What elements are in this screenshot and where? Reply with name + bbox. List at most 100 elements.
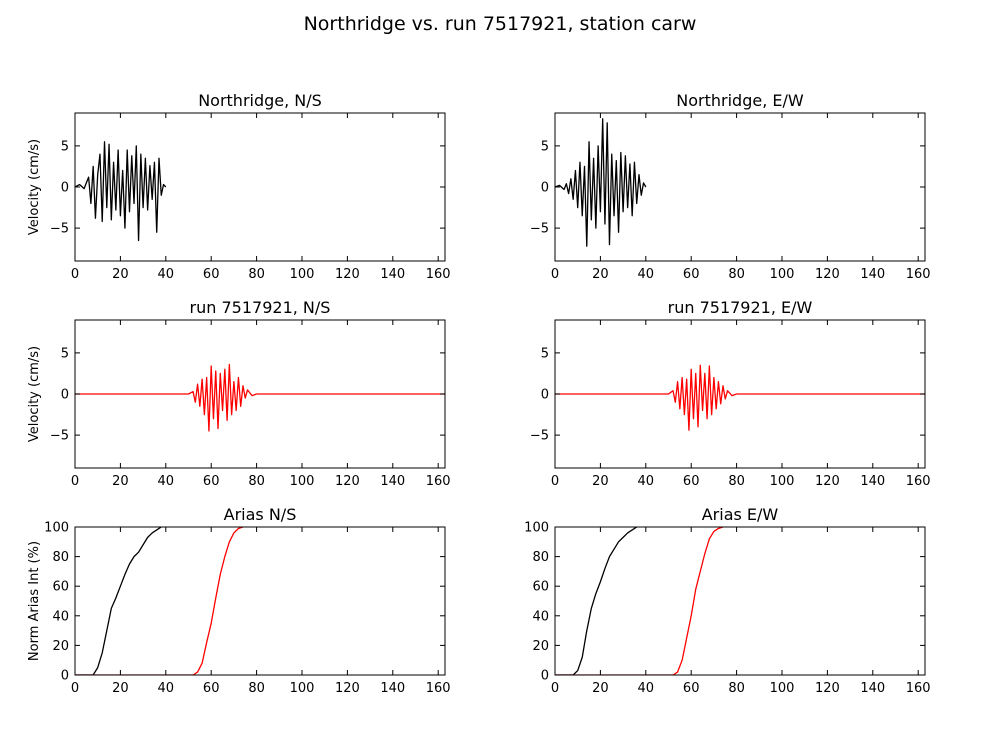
x-tick-label: 40 bbox=[158, 681, 175, 696]
y-tick-label: 5 bbox=[61, 346, 69, 361]
series-line-arias_ew-0 bbox=[555, 527, 638, 675]
x-tick-label: 60 bbox=[203, 474, 220, 489]
x-tick-label: 20 bbox=[592, 681, 609, 696]
subplot-vel_obs_ew: 0 20 40 60 80 100 120 140 160 −5 0 5 Northridge, E/W bbox=[530, 91, 931, 282]
y-tick-label: −5 bbox=[50, 429, 69, 444]
x-tick-label: 120 bbox=[815, 474, 840, 489]
x-tick-label: 80 bbox=[728, 681, 745, 696]
x-tick-label: 0 bbox=[71, 267, 79, 282]
y-tick-label: 60 bbox=[532, 580, 549, 595]
x-tick-label: 20 bbox=[592, 474, 609, 489]
subplot-title: Northridge, E/W bbox=[676, 91, 804, 110]
series-line-vel_obs_ew-0 bbox=[555, 118, 647, 247]
x-tick-label: 160 bbox=[426, 474, 451, 489]
y-tick-label: 60 bbox=[52, 580, 69, 595]
y-tick-label: −5 bbox=[50, 222, 69, 237]
y-tick-label: 0 bbox=[541, 181, 549, 196]
x-tick-label: 40 bbox=[638, 267, 655, 282]
x-tick-label: 100 bbox=[770, 681, 795, 696]
subplot-title: Arias E/W bbox=[702, 505, 779, 524]
y-tick-label: 0 bbox=[541, 669, 549, 684]
x-tick-label: 120 bbox=[335, 267, 360, 282]
y-axis-label: Velocity (cm/s) bbox=[27, 346, 42, 442]
y-tick-label: −5 bbox=[530, 429, 549, 444]
x-tick-label: 140 bbox=[860, 681, 885, 696]
x-tick-label: 20 bbox=[112, 267, 129, 282]
y-tick-label: 5 bbox=[541, 139, 549, 154]
figure-suptitle: Northridge vs. run 7517921, station carw bbox=[304, 13, 697, 35]
y-tick-label: 40 bbox=[532, 609, 549, 624]
axes-frame bbox=[554, 526, 926, 676]
x-tick-label: 20 bbox=[112, 681, 129, 696]
x-tick-label: 160 bbox=[906, 474, 931, 489]
x-tick-label: 100 bbox=[290, 267, 315, 282]
subplot-arias_ew: 0 20 40 60 80 100 120 140 160 0 20 40 60 80 100 Arias E… bbox=[524, 505, 930, 696]
y-tick-label: 5 bbox=[541, 346, 549, 361]
x-tick-label: 20 bbox=[592, 267, 609, 282]
x-tick-label: 40 bbox=[158, 474, 175, 489]
x-tick-label: 140 bbox=[380, 267, 405, 282]
x-tick-label: 140 bbox=[860, 474, 885, 489]
series-line-arias_ew-1 bbox=[555, 527, 724, 675]
y-tick-label: 0 bbox=[541, 388, 549, 403]
y-axis-label: Norm Arias Int (%) bbox=[27, 541, 42, 661]
x-tick-label: 140 bbox=[860, 267, 885, 282]
x-tick-label: 60 bbox=[683, 681, 700, 696]
axes-frame bbox=[74, 526, 446, 676]
subplot-arias_ns: 0 20 40 60 80 100 120 140 160 0 20 40 60 80 100 Arias N… bbox=[27, 505, 451, 696]
x-tick-label: 80 bbox=[728, 267, 745, 282]
x-tick-label: 120 bbox=[815, 267, 840, 282]
y-axis-label: Velocity (cm/s) bbox=[27, 139, 42, 235]
y-tick-label: 40 bbox=[52, 609, 69, 624]
y-tick-label: −5 bbox=[530, 222, 549, 237]
subplot-vel_sim_ew: 0 20 40 60 80 100 120 140 160 −5 0 5 run 7517921, E/… bbox=[530, 298, 931, 489]
x-tick-label: 160 bbox=[906, 681, 931, 696]
y-tick-label: 20 bbox=[532, 639, 549, 654]
x-tick-label: 40 bbox=[158, 267, 175, 282]
subplot-vel_sim_ns: 0 20 40 60 80 100 120 140 160 −5 0 5 run 7517921, N/… bbox=[27, 298, 451, 489]
subplot-title: Northridge, N/S bbox=[198, 91, 322, 110]
x-tick-label: 100 bbox=[290, 681, 315, 696]
x-tick-label: 80 bbox=[248, 267, 265, 282]
subplot-title: Arias N/S bbox=[224, 505, 297, 524]
x-tick-label: 60 bbox=[683, 474, 700, 489]
x-tick-label: 0 bbox=[551, 474, 559, 489]
x-tick-label: 20 bbox=[112, 474, 129, 489]
y-tick-label: 100 bbox=[524, 521, 549, 536]
x-tick-label: 0 bbox=[551, 681, 559, 696]
y-tick-label: 0 bbox=[61, 669, 69, 684]
x-tick-label: 100 bbox=[770, 267, 795, 282]
x-tick-label: 80 bbox=[248, 474, 265, 489]
series-line-vel_obs_ns-0 bbox=[75, 141, 167, 242]
x-tick-label: 160 bbox=[426, 267, 451, 282]
series-line-vel_sim_ns-0 bbox=[75, 363, 445, 432]
y-tick-label: 80 bbox=[532, 550, 549, 565]
subplot-vel_obs_ns: 0 20 40 60 80 100 120 140 160 −5 0 5 Northridge, N/S… bbox=[27, 91, 451, 282]
x-tick-label: 120 bbox=[335, 681, 360, 696]
x-tick-label: 140 bbox=[380, 474, 405, 489]
x-tick-label: 0 bbox=[551, 267, 559, 282]
subplot-title: run 7517921, E/W bbox=[668, 298, 813, 317]
subplot-title: run 7517921, N/S bbox=[190, 298, 331, 317]
x-tick-label: 40 bbox=[638, 474, 655, 489]
x-tick-label: 60 bbox=[203, 267, 220, 282]
x-tick-label: 0 bbox=[71, 474, 79, 489]
x-tick-label: 60 bbox=[683, 267, 700, 282]
subplot-grid: 0 20 40 60 80 100 120 140 160 −5 0 5 Northridge, N/S… bbox=[27, 91, 931, 696]
y-tick-label: 20 bbox=[52, 639, 69, 654]
y-tick-label: 0 bbox=[61, 181, 69, 196]
x-tick-label: 60 bbox=[203, 681, 220, 696]
x-tick-label: 140 bbox=[380, 681, 405, 696]
x-tick-label: 160 bbox=[906, 267, 931, 282]
y-tick-label: 0 bbox=[61, 388, 69, 403]
series-line-arias_ns-1 bbox=[75, 527, 244, 675]
x-tick-label: 40 bbox=[638, 681, 655, 696]
x-tick-label: 0 bbox=[71, 681, 79, 696]
x-tick-label: 120 bbox=[335, 474, 360, 489]
y-tick-label: 100 bbox=[44, 521, 69, 536]
series-line-vel_sim_ew-0 bbox=[555, 364, 925, 431]
y-tick-label: 80 bbox=[52, 550, 69, 565]
x-tick-label: 120 bbox=[815, 681, 840, 696]
series-line-arias_ns-0 bbox=[75, 527, 162, 675]
